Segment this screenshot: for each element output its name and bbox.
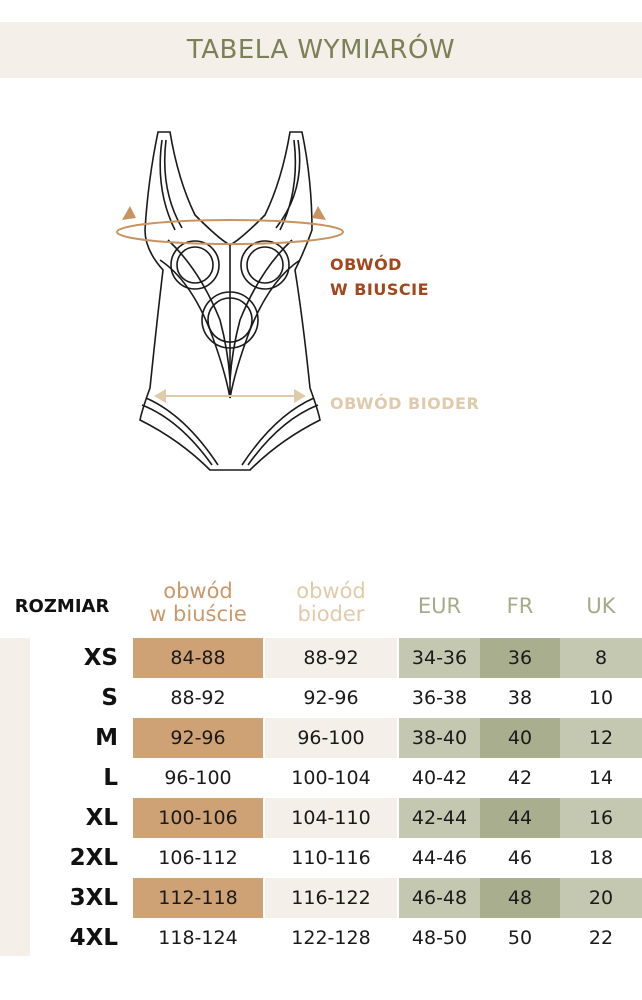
uk-cell: 12 (560, 718, 642, 758)
fr-cell: 36 (480, 638, 560, 678)
table-row: S 88-92 92-96 36-38 38 10 (0, 678, 642, 718)
uk-cell: 14 (588, 767, 614, 789)
bust-cell: 106-112 (158, 847, 238, 869)
bust-cell: 118-124 (158, 927, 238, 949)
size-cell: L (103, 765, 118, 791)
fr-cell: 48 (480, 878, 560, 918)
header-bust-line1: obwód (163, 579, 233, 603)
fr-cell: 46 (507, 847, 533, 869)
decorative-strip (0, 638, 30, 956)
bust-cell: 96-100 (164, 767, 232, 789)
uk-cell: 10 (588, 687, 614, 709)
size-cell: S (101, 685, 118, 711)
eur-cell: 48-50 (411, 927, 468, 949)
size-cell: 3XL (69, 885, 118, 911)
table-row: 2XL 106-112 110-116 44-46 46 18 (0, 838, 642, 878)
header-hip-line1: obwód (296, 579, 366, 603)
size-cell: XL (85, 805, 118, 831)
page-title: TABELA WYMIARÓW (186, 35, 456, 65)
header-bust-line2: w biuście (149, 602, 247, 626)
hip-circumference-label: OBWÓD BIODER (330, 394, 480, 413)
table-row: XL 100-106 104-110 42-44 44 16 (0, 798, 642, 838)
table-row: L 96-100 100-104 40-42 42 14 (0, 758, 642, 798)
uk-cell: 16 (560, 798, 642, 838)
table-row: 4XL 118-124 122-128 48-50 50 22 (0, 918, 642, 958)
fr-cell: 44 (480, 798, 560, 838)
fr-cell: 40 (480, 718, 560, 758)
size-cell: 2XL (69, 845, 118, 871)
bust-cell: 100-106 (133, 798, 263, 838)
hip-cell: 92-96 (303, 687, 359, 709)
size-cell: 4XL (69, 925, 118, 951)
table-row: 3XL 112-118 116-122 46-48 48 20 (0, 878, 642, 918)
uk-cell: 20 (560, 878, 642, 918)
hip-cell: 100-104 (291, 767, 371, 789)
bust-cell: 112-118 (133, 878, 263, 918)
bust-label-line1: OBWÓD (330, 255, 402, 274)
bust-cell: 84-88 (133, 638, 263, 678)
eur-cell: 44-46 (411, 847, 468, 869)
eur-cell: 46-48 (399, 878, 480, 918)
bust-circumference-label: OBWÓD W BIUSCIE (330, 252, 429, 302)
bodysuit-illustration (116, 131, 344, 471)
hip-cell: 88-92 (265, 638, 397, 678)
fr-cell: 42 (507, 767, 533, 789)
header-uk: UK (586, 594, 616, 618)
header-hip-line2: bioder (297, 602, 365, 626)
size-cell: XS (83, 645, 118, 671)
bust-cell: 92-96 (133, 718, 263, 758)
hip-cell: 96-100 (265, 718, 397, 758)
uk-cell: 8 (560, 638, 642, 678)
hip-cell: 104-110 (265, 798, 397, 838)
header-fr: FR (506, 594, 534, 618)
eur-cell: 36-38 (411, 687, 468, 709)
fr-cell: 38 (507, 687, 533, 709)
uk-cell: 22 (588, 927, 614, 949)
hip-cell: 122-128 (291, 927, 371, 949)
bust-cell: 88-92 (170, 687, 226, 709)
uk-cell: 18 (588, 847, 614, 869)
table-row: M 92-96 96-100 38-40 40 12 (0, 718, 642, 758)
hip-cell: 110-116 (291, 847, 371, 869)
bust-label-line2: W BIUSCIE (330, 280, 430, 299)
fr-cell: 50 (507, 927, 533, 949)
header-hip: obwód bioder (265, 580, 397, 626)
header-eur: EUR (417, 594, 462, 618)
header-size: ROZMIAR (14, 596, 110, 617)
size-cell: M (95, 725, 118, 751)
hip-cell: 116-122 (265, 878, 397, 918)
eur-cell: 42-44 (399, 798, 480, 838)
header-bust: obwód w biuście (133, 580, 263, 626)
eur-cell: 34-36 (399, 638, 480, 678)
title-banner: TABELA WYMIARÓW (0, 22, 642, 78)
eur-cell: 38-40 (399, 718, 480, 758)
table-row: XS 84-88 88-92 34-36 36 8 (0, 638, 642, 678)
eur-cell: 40-42 (411, 767, 468, 789)
